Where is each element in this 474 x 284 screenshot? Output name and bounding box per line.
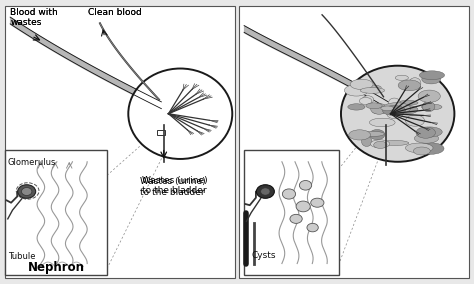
Ellipse shape: [383, 103, 410, 114]
Ellipse shape: [349, 130, 371, 140]
Ellipse shape: [414, 133, 438, 143]
Ellipse shape: [362, 136, 372, 147]
Ellipse shape: [366, 103, 382, 109]
Ellipse shape: [413, 147, 430, 155]
Ellipse shape: [361, 85, 381, 90]
Ellipse shape: [311, 198, 324, 207]
Ellipse shape: [256, 185, 274, 198]
Text: Wastes (urine)
to the bladder: Wastes (urine) to the bladder: [143, 176, 208, 195]
Ellipse shape: [345, 85, 368, 96]
Ellipse shape: [383, 106, 405, 116]
Ellipse shape: [360, 87, 384, 93]
Ellipse shape: [128, 68, 232, 159]
Ellipse shape: [290, 214, 302, 224]
Ellipse shape: [389, 98, 400, 107]
Ellipse shape: [359, 97, 372, 105]
Ellipse shape: [307, 223, 318, 232]
Ellipse shape: [398, 80, 421, 91]
Ellipse shape: [418, 143, 444, 154]
Ellipse shape: [416, 127, 436, 138]
Ellipse shape: [381, 106, 394, 111]
Ellipse shape: [381, 141, 409, 145]
Ellipse shape: [362, 96, 374, 104]
Ellipse shape: [370, 130, 385, 140]
Text: Clean blood: Clean blood: [88, 8, 142, 17]
Text: Tubule: Tubule: [8, 252, 35, 261]
Text: Clean blood: Clean blood: [88, 8, 142, 17]
Ellipse shape: [405, 115, 425, 126]
Text: Blood with
wastes: Blood with wastes: [10, 8, 58, 27]
Bar: [244, 151, 338, 275]
Ellipse shape: [421, 104, 442, 110]
Ellipse shape: [283, 189, 296, 199]
Ellipse shape: [422, 101, 435, 112]
Ellipse shape: [398, 101, 418, 105]
Bar: [156, 130, 165, 135]
Ellipse shape: [371, 140, 390, 148]
Ellipse shape: [409, 78, 421, 88]
Ellipse shape: [395, 75, 409, 80]
Ellipse shape: [341, 66, 455, 162]
Ellipse shape: [18, 185, 36, 198]
Ellipse shape: [21, 187, 32, 195]
Ellipse shape: [422, 75, 440, 84]
Ellipse shape: [418, 127, 442, 137]
Text: Blood with
wastes: Blood with wastes: [10, 8, 58, 27]
Text: Nephron: Nephron: [27, 262, 85, 274]
Ellipse shape: [261, 188, 270, 195]
Bar: [5, 6, 235, 278]
Ellipse shape: [369, 118, 395, 127]
Ellipse shape: [296, 201, 310, 212]
Ellipse shape: [348, 104, 365, 110]
Text: Glomerulus: Glomerulus: [8, 158, 56, 167]
Ellipse shape: [374, 141, 387, 149]
Ellipse shape: [300, 181, 312, 190]
Ellipse shape: [371, 103, 388, 114]
Ellipse shape: [361, 131, 384, 136]
Ellipse shape: [405, 143, 433, 153]
Ellipse shape: [418, 90, 440, 103]
Ellipse shape: [372, 109, 385, 114]
Ellipse shape: [387, 108, 403, 119]
Bar: [5, 151, 107, 275]
Text: Wastes (urine)
to the bladder: Wastes (urine) to the bladder: [140, 177, 206, 197]
Ellipse shape: [350, 79, 373, 89]
Ellipse shape: [419, 71, 445, 80]
Bar: [239, 6, 469, 278]
Text: Cysts: Cysts: [251, 251, 276, 260]
Ellipse shape: [397, 105, 418, 114]
